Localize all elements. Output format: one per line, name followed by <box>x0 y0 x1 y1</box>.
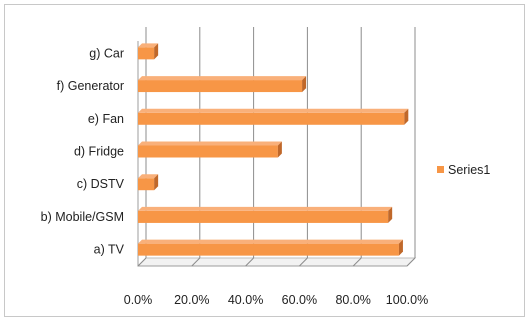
bar-top <box>138 239 403 244</box>
bar-front <box>138 178 155 191</box>
legend: Series1 <box>437 163 490 177</box>
gridline-floor <box>137 257 147 267</box>
category-label: a) TV <box>94 243 125 257</box>
bar-top <box>138 108 409 113</box>
category-label: e) Fan <box>88 112 124 126</box>
bar <box>138 76 307 93</box>
bar <box>138 141 282 158</box>
bar-top <box>138 174 159 179</box>
gridline-floor <box>406 257 416 267</box>
bar-top <box>138 141 282 146</box>
gridline-floor <box>352 257 362 267</box>
bar-front <box>138 80 303 93</box>
x-tick-label: 80.0% <box>335 293 370 307</box>
legend-swatch-series1 <box>437 166 444 173</box>
bar-front <box>138 243 399 256</box>
bar <box>138 206 393 223</box>
bar <box>138 239 403 256</box>
bar-end <box>398 239 403 256</box>
bar-front <box>138 145 278 158</box>
bar-front <box>138 112 405 125</box>
legend-label-series1: Series1 <box>448 163 490 177</box>
bars <box>138 43 409 256</box>
bar-top <box>138 43 159 48</box>
chart-floor-plane <box>136 257 417 267</box>
category-label: g) Car <box>89 46 124 60</box>
x-tick-labels: 0.0% 20.0% 40.0% 60.0% 80.0% 100.0% <box>124 293 428 307</box>
bar-front <box>138 210 389 223</box>
category-label: c) DSTV <box>77 177 125 191</box>
bar-top <box>138 76 307 81</box>
bar-end <box>277 141 282 158</box>
x-tick-label: 40.0% <box>228 293 263 307</box>
bar-end <box>154 174 159 191</box>
bar-front <box>138 47 155 60</box>
bar-end <box>302 76 307 93</box>
gridline-floor <box>245 257 254 267</box>
bar-end <box>154 43 159 60</box>
x-tick-label: 100.0% <box>386 293 428 307</box>
category-label: f) Generator <box>57 79 124 93</box>
bar <box>138 43 159 60</box>
bar-end <box>404 108 409 125</box>
category-label: b) Mobile/GSM <box>41 210 124 224</box>
bar-top <box>138 206 393 211</box>
gridline-floor <box>299 257 308 267</box>
category-label: d) Fridge <box>74 145 124 159</box>
bar <box>138 174 159 191</box>
bar-end <box>388 206 393 223</box>
x-tick-label: 0.0% <box>124 293 153 307</box>
gridline-floor <box>191 257 201 267</box>
category-labels: a) TV b) Mobile/GSM c) DSTV d) Fridge e) Fan… <box>41 46 125 256</box>
x-tick-label: 20.0% <box>174 293 209 307</box>
x-tick-label: 60.0% <box>282 293 317 307</box>
bar <box>138 108 409 125</box>
